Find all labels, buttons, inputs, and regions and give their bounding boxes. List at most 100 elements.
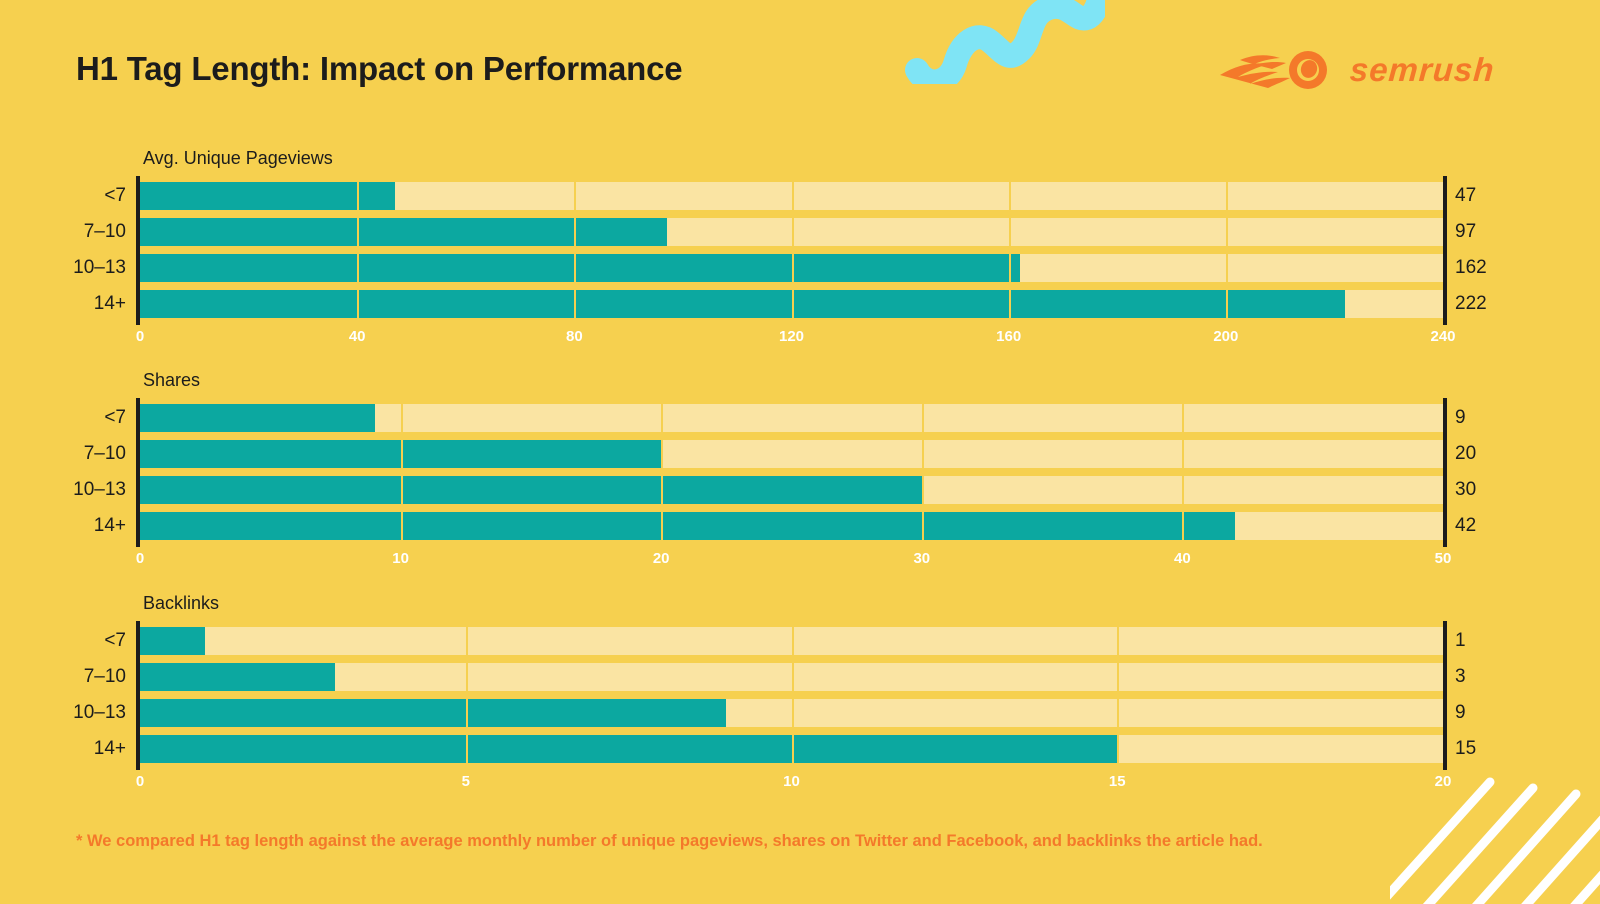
value-label: 222 bbox=[1455, 293, 1487, 314]
gridline bbox=[921, 400, 924, 545]
x-tick-label: 15 bbox=[1108, 773, 1126, 790]
value-labels: 47 97 162 222 bbox=[1455, 178, 1575, 323]
header: H1 Tag Length: Impact on Performance sem… bbox=[0, 0, 1600, 130]
squiggle-wave-icon bbox=[905, 0, 1105, 84]
semrush-wordmark: semrush bbox=[1349, 51, 1497, 88]
semrush-logo[interactable]: semrush bbox=[1220, 50, 1497, 90]
category-label: 7–10 bbox=[83, 221, 126, 242]
chart-right-rule bbox=[1443, 621, 1447, 770]
category-label: 7–10 bbox=[83, 666, 126, 687]
x-tick-label: 200 bbox=[1213, 328, 1239, 345]
gridline bbox=[661, 400, 664, 545]
x-tick-label: 0 bbox=[135, 550, 145, 567]
y-axis-line bbox=[136, 398, 140, 547]
value-label: 15 bbox=[1455, 738, 1477, 759]
x-tick-label: 30 bbox=[913, 550, 931, 567]
category-label: 14+ bbox=[93, 738, 126, 759]
category-label: 14+ bbox=[93, 515, 126, 536]
gridlines bbox=[140, 400, 1443, 545]
x-tick-label: 10 bbox=[392, 550, 409, 567]
x-axis-ticks: 0 10 20 30 40 50 bbox=[136, 550, 1452, 576]
gridline bbox=[791, 623, 794, 768]
gridline bbox=[1117, 623, 1120, 768]
category-axis: <7 7–10 10–13 14+ bbox=[0, 178, 133, 323]
x-tick-label: 10 bbox=[783, 773, 800, 790]
x-tick-label: 40 bbox=[1174, 550, 1191, 567]
value-label: 1 bbox=[1455, 630, 1466, 651]
value-label: 9 bbox=[1455, 702, 1466, 723]
x-axis-ticks: 0 40 80 120 160 200 240 bbox=[136, 328, 1456, 354]
bars-container bbox=[140, 400, 1443, 545]
bar-fill bbox=[140, 663, 336, 691]
value-label: 30 bbox=[1455, 479, 1477, 500]
footnote: * We compared H1 tag length against the … bbox=[76, 832, 1263, 850]
bar-row bbox=[140, 476, 1443, 504]
value-label: 47 bbox=[1455, 185, 1477, 206]
chart-right-rule bbox=[1443, 176, 1447, 325]
y-axis-line bbox=[136, 621, 140, 770]
category-label: 7–10 bbox=[83, 443, 126, 464]
x-tick-label: 0 bbox=[135, 773, 145, 790]
value-label: 9 bbox=[1455, 407, 1466, 428]
value-label: 97 bbox=[1455, 221, 1477, 242]
page-title: H1 Tag Length: Impact on Performance bbox=[76, 50, 683, 87]
x-tick-label: 160 bbox=[996, 328, 1022, 345]
value-label: 20 bbox=[1455, 443, 1477, 464]
gridlines bbox=[140, 623, 1443, 768]
category-label: <7 bbox=[104, 630, 126, 651]
chart-title: Shares bbox=[143, 370, 201, 390]
plot-area: <7 7–10 10–13 14+ 0 5 10 15 20 1 3 9 15 bbox=[0, 621, 1600, 790]
category-label: <7 bbox=[104, 185, 126, 206]
bar-fill bbox=[140, 182, 396, 210]
bar-fill bbox=[140, 699, 727, 727]
bar-fill bbox=[140, 512, 1235, 540]
x-tick-label: 120 bbox=[778, 328, 805, 345]
chart-title: Backlinks bbox=[143, 593, 220, 613]
plot-area: <7 7–10 10–13 14+ 0 10 20 30 40 50 9 20 30 42 bbox=[0, 398, 1600, 567]
gridline bbox=[791, 178, 794, 323]
category-axis: <7 7–10 10–13 14+ bbox=[0, 623, 133, 768]
category-label: 14+ bbox=[93, 293, 126, 314]
x-tick-label: 50 bbox=[1434, 550, 1452, 567]
x-tick-label: 80 bbox=[565, 328, 583, 345]
gridline bbox=[465, 623, 468, 768]
chart-right-rule bbox=[1443, 398, 1447, 547]
category-axis: <7 7–10 10–13 14+ bbox=[0, 400, 133, 545]
bar-fill bbox=[140, 290, 1346, 318]
x-tick-label: 240 bbox=[1430, 328, 1456, 345]
plot-area: <7 7–10 10–13 14+ 0 40 80 120 160 200 240 47 97 162 22… bbox=[0, 176, 1600, 345]
gridline bbox=[357, 178, 360, 323]
x-tick-label: 20 bbox=[652, 550, 670, 567]
value-label: 162 bbox=[1455, 257, 1487, 278]
bar-row bbox=[140, 404, 1443, 432]
gridline bbox=[1182, 400, 1185, 545]
gridline bbox=[1225, 178, 1228, 323]
bar-row bbox=[140, 512, 1443, 540]
bar-fill bbox=[140, 218, 667, 246]
semrush-flame-icon bbox=[1220, 51, 1328, 89]
category-label: 10–13 bbox=[73, 257, 126, 278]
bar-fill bbox=[140, 254, 1020, 282]
bar-fill bbox=[140, 404, 375, 432]
value-labels: 1 3 9 15 bbox=[1455, 623, 1575, 768]
gridline bbox=[1008, 178, 1011, 323]
gridline bbox=[574, 178, 577, 323]
y-axis-line bbox=[136, 176, 140, 325]
chart-title: Avg. Unique Pageviews bbox=[143, 148, 333, 168]
gridline bbox=[400, 400, 403, 545]
category-label: <7 bbox=[104, 407, 126, 428]
x-tick-label: 20 bbox=[1434, 773, 1452, 790]
bar-fill bbox=[140, 735, 1118, 763]
category-label: 10–13 bbox=[73, 702, 126, 723]
value-label: 3 bbox=[1455, 666, 1466, 687]
x-tick-label: 0 bbox=[135, 328, 145, 345]
x-axis-ticks: 0 5 10 15 20 bbox=[136, 773, 1452, 799]
value-label: 42 bbox=[1455, 515, 1477, 536]
gridlines bbox=[140, 178, 1443, 323]
category-label: 10–13 bbox=[73, 479, 126, 500]
bar-fill bbox=[140, 476, 922, 504]
x-tick-label: 40 bbox=[348, 328, 366, 345]
x-tick-label: 5 bbox=[461, 773, 470, 790]
value-labels: 9 20 30 42 bbox=[1455, 400, 1575, 545]
bar-fill bbox=[140, 627, 206, 655]
